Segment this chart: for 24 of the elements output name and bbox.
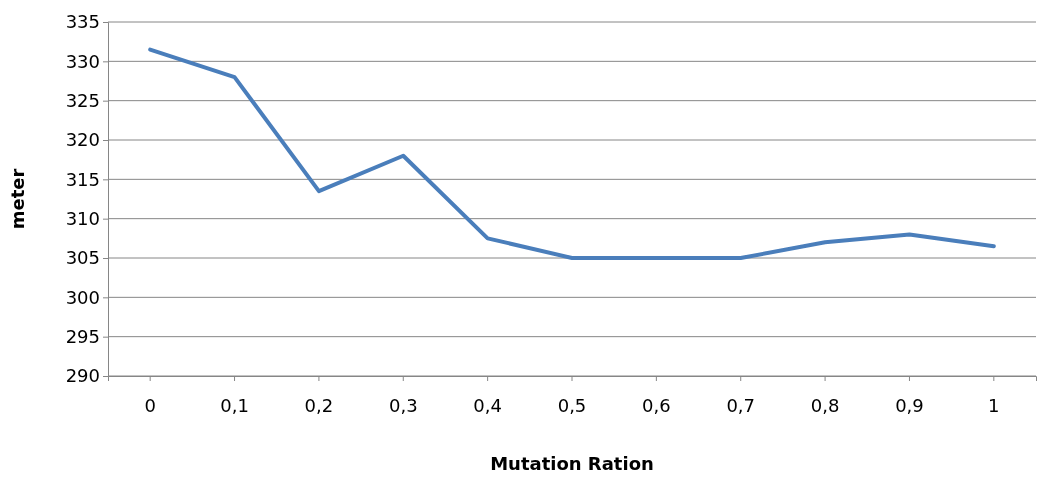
y-tick-label: 325 <box>65 89 100 111</box>
line-series <box>148 47 996 260</box>
x-tick-label: 0,4 <box>473 394 502 416</box>
y-tick-label: 315 <box>65 168 100 190</box>
x-tick-label: 0,8 <box>810 394 840 416</box>
y-tick-label: 310 <box>65 207 100 229</box>
x-tick-label: 0,7 <box>726 394 756 416</box>
x-tick-label: 0,2 <box>304 394 334 416</box>
y-tick-label: 320 <box>65 129 100 151</box>
y-tick-label: 305 <box>65 247 100 269</box>
x-tick-label: 0,1 <box>220 394 249 416</box>
y-tick-label: 300 <box>65 286 100 308</box>
x-tick-label: 0,6 <box>642 394 671 416</box>
y-tick-label: 330 <box>65 50 100 72</box>
x-tick-label: 0,3 <box>388 394 418 416</box>
y-axis-title: meter <box>7 168 28 230</box>
x-tick-label: 0,9 <box>895 394 924 416</box>
x-tick-label: 0 <box>144 394 156 416</box>
y-tick-label: 290 <box>65 365 100 387</box>
x-tick-label: 0,5 <box>557 394 587 416</box>
y-tick-label: 295 <box>65 325 100 347</box>
y-tick-label: 335 <box>65 11 100 33</box>
x-axis-title: Mutation Ration <box>490 453 654 474</box>
x-tick-label: 1 <box>988 394 1000 416</box>
